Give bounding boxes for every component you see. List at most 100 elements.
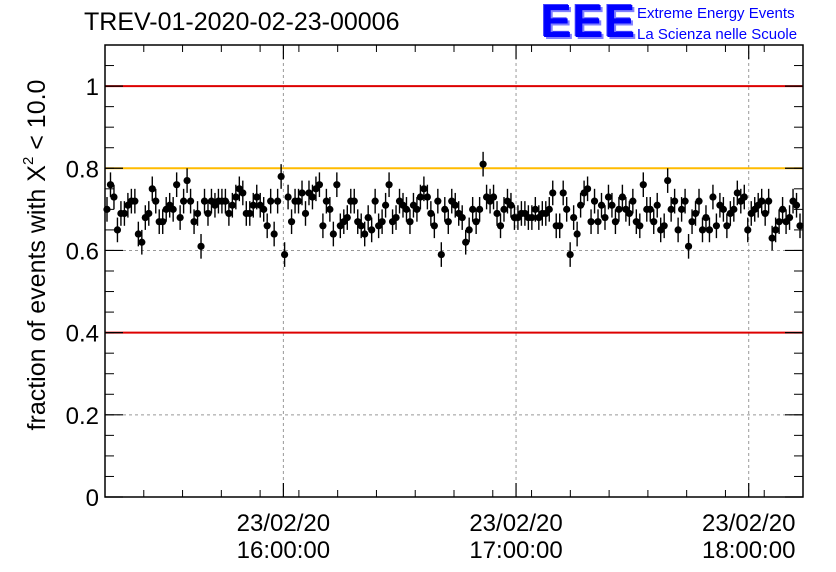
data-point	[570, 213, 578, 222]
logo-letters: EEE	[541, 0, 637, 47]
data-point	[573, 230, 581, 238]
data-point	[583, 185, 592, 193]
data-point	[775, 218, 783, 226]
data-point	[597, 201, 606, 209]
data-point	[406, 218, 414, 226]
data-point	[664, 177, 672, 185]
y-axis-label: fraction of events with X2 < 10.0	[20, 80, 51, 431]
y-tick-label: 0	[86, 485, 99, 512]
data-point	[274, 197, 282, 205]
data-point	[674, 226, 682, 234]
data-point	[152, 197, 160, 205]
data-point	[159, 218, 167, 226]
data-point	[430, 222, 438, 230]
data-point	[301, 209, 310, 218]
data-point	[500, 205, 508, 213]
y-tick-label: 0.8	[66, 156, 99, 183]
data-point	[688, 218, 696, 226]
data-point	[695, 197, 703, 205]
data-point	[531, 205, 539, 213]
data-point	[281, 250, 289, 259]
data-point	[698, 226, 707, 234]
data-point	[221, 197, 230, 205]
data-point	[190, 218, 198, 226]
data-point	[364, 213, 372, 222]
data-point	[322, 197, 330, 205]
data-point	[176, 213, 184, 222]
data-point	[625, 209, 633, 218]
data-point	[702, 213, 710, 222]
data-point	[590, 197, 599, 205]
data-point	[496, 222, 505, 230]
data-point	[246, 209, 254, 218]
data-point	[368, 226, 376, 234]
data-point	[326, 205, 334, 213]
data-point	[180, 197, 188, 205]
data-point	[284, 193, 292, 201]
x-tick-label-time: 17:00:00	[469, 537, 562, 564]
data-point	[350, 197, 358, 205]
data-point	[249, 201, 257, 209]
data-point	[186, 197, 195, 205]
data-point	[357, 222, 365, 230]
data-point	[110, 193, 118, 201]
data-point	[472, 218, 480, 226]
data-point	[371, 197, 379, 205]
data-point	[758, 197, 766, 205]
data-point	[778, 205, 787, 213]
y-tick-label: 0.4	[66, 321, 99, 348]
data-point	[225, 209, 233, 218]
data-point	[507, 201, 515, 209]
data-point	[761, 209, 769, 218]
data-point	[611, 218, 620, 226]
data-point	[671, 197, 679, 205]
data-point	[469, 205, 477, 213]
data-point	[636, 222, 644, 230]
data-point	[796, 222, 804, 230]
data-point	[604, 193, 613, 201]
data-point	[402, 205, 411, 213]
data-point	[308, 193, 317, 201]
y-axis-label-symbol: X	[23, 165, 51, 182]
data-point	[653, 201, 661, 209]
data-point	[106, 181, 115, 189]
data-point	[765, 197, 773, 205]
data-point	[444, 218, 452, 226]
data-point	[200, 197, 209, 205]
data-point	[134, 230, 142, 238]
data-point	[183, 177, 191, 185]
data-point	[378, 218, 386, 226]
data-point	[120, 209, 129, 218]
data-point	[381, 201, 390, 209]
data-point	[392, 213, 400, 222]
x-tick-label-date: 23/02/20	[237, 510, 330, 537]
data-point	[489, 193, 498, 201]
data-point	[138, 238, 146, 246]
y-axis-label-sup: 2	[20, 157, 37, 165]
data-point	[416, 193, 425, 201]
data-point	[608, 201, 616, 209]
data-point	[556, 222, 564, 230]
data-point	[549, 189, 557, 197]
data-point	[263, 222, 271, 230]
data-point	[169, 205, 177, 213]
data-point	[733, 189, 741, 197]
y-tick-label: 1	[86, 74, 99, 101]
plot-frame	[104, 44, 804, 498]
data-point	[691, 209, 700, 218]
grid-layer	[105, 45, 803, 497]
data-point	[228, 201, 236, 209]
data-point	[479, 160, 487, 168]
data-point	[705, 226, 714, 234]
data-point	[413, 205, 421, 213]
data-point	[719, 205, 727, 213]
data-point	[465, 226, 473, 234]
data-point	[559, 189, 567, 197]
data-point	[629, 197, 637, 205]
data-point	[785, 213, 794, 222]
data-point	[437, 250, 445, 259]
data-point	[451, 201, 459, 209]
data-point	[462, 238, 470, 246]
